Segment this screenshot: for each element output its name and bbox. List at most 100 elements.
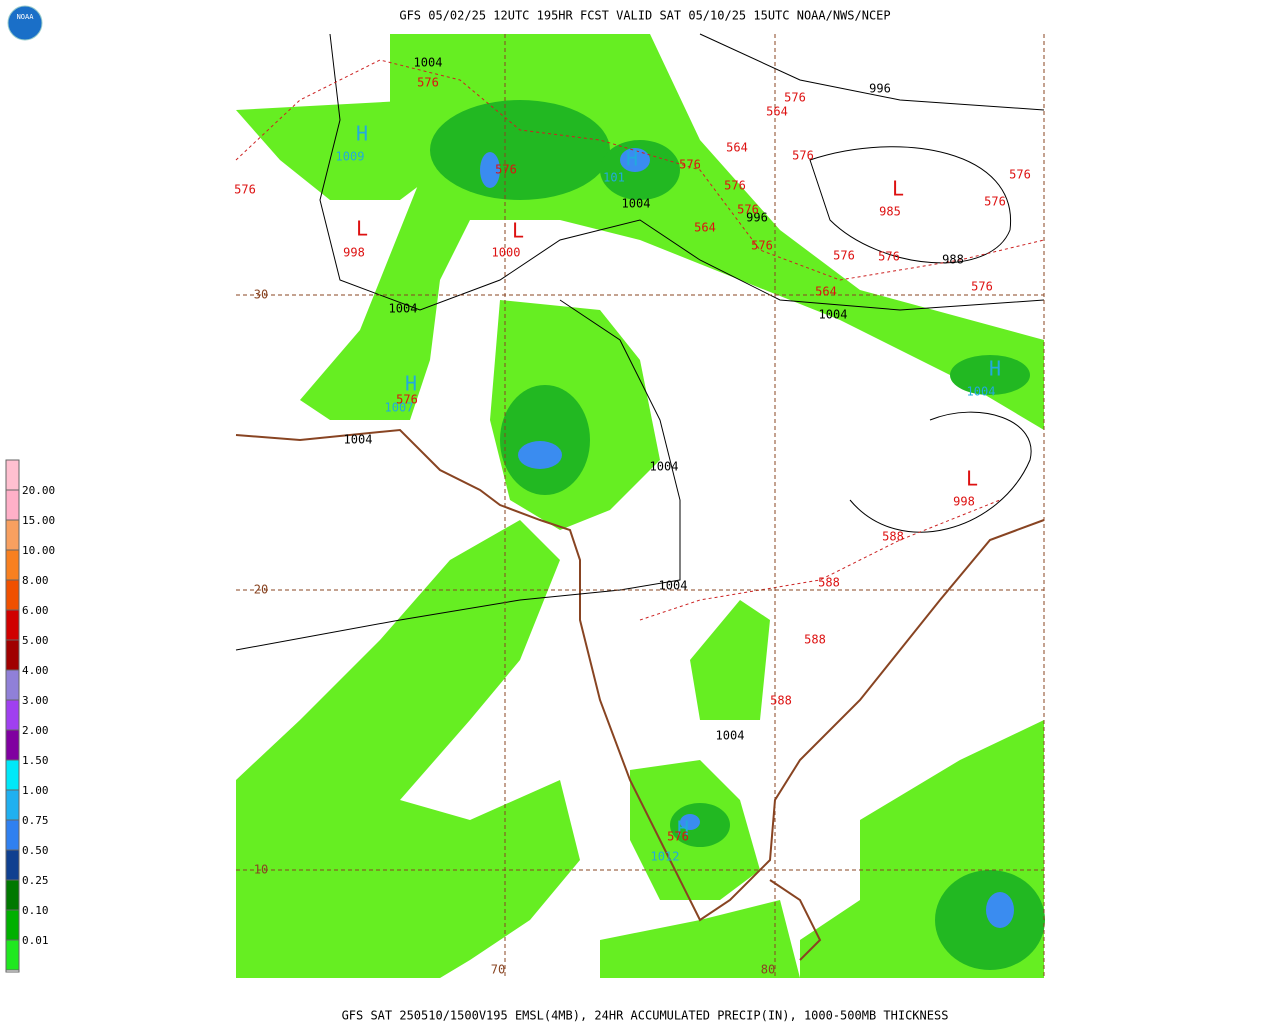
graticule [236, 34, 1045, 978]
isobar-label: 996 [746, 211, 768, 225]
precip-area [236, 520, 580, 978]
precip-area [518, 441, 562, 469]
legend-swatch [5, 939, 20, 971]
precip-area [670, 803, 730, 847]
legend-label: 0.25 [22, 874, 49, 887]
legend-label: 8.00 [22, 574, 49, 587]
thickness-label: 576 [667, 830, 689, 844]
isobar [699, 33, 1045, 111]
isobar-label: 1004 [650, 460, 679, 474]
pressure-symbol: L [966, 467, 978, 491]
thickness-label: 576 [417, 76, 439, 90]
precip-area [430, 100, 610, 200]
legend-label: 0.50 [22, 844, 49, 857]
thickness-label: 564 [815, 285, 837, 299]
pressure-symbol: L [892, 177, 904, 201]
pressure-value: 1000 [492, 246, 521, 260]
thickness-label: 576 [984, 195, 1006, 209]
precip-area [236, 100, 440, 200]
pressure-value: 1004 [967, 385, 996, 399]
thickness-label: 576 [396, 393, 418, 407]
pressure-value: 998 [953, 495, 975, 509]
precip-area [620, 148, 650, 172]
thickness-label: 576 [495, 163, 517, 177]
pressure-symbol: L [356, 217, 368, 241]
thickness-label: 588 [770, 694, 792, 708]
lat-label: 10 [254, 863, 268, 877]
legend-label: 0.01 [22, 934, 49, 947]
legend-label: 15.00 [22, 514, 55, 527]
legend-swatch [5, 819, 20, 851]
pressure-value: 1009 [336, 150, 365, 164]
thickness-label: 576 [751, 239, 773, 253]
legend-swatch [5, 759, 20, 791]
title: GFS 05/02/25 12UTC 195HR FCST VALID SAT … [399, 9, 890, 23]
isobar-label: 1004 [414, 56, 443, 70]
pressure-symbol: H [356, 122, 368, 146]
pressure-value: 985 [879, 205, 901, 219]
thickness-label: 588 [818, 576, 840, 590]
thickness-label: 576 [784, 91, 806, 105]
thickness-label: 576 [971, 280, 993, 294]
legend-swatch [5, 609, 20, 641]
thickness-label: 576 [792, 149, 814, 163]
isobars [235, 33, 1045, 651]
isobar-label: 996 [869, 82, 891, 96]
thickness-label: 576 [737, 203, 759, 217]
lon-label: 80 [761, 963, 775, 977]
legend-label: 1.50 [22, 754, 49, 767]
legend-label: 3.00 [22, 694, 49, 707]
legend-label: 0.75 [22, 814, 49, 827]
isobar-label: 1004 [819, 308, 848, 322]
legend-swatch [5, 579, 20, 611]
thickness-label: 588 [804, 633, 826, 647]
precip-heavy [480, 148, 1014, 928]
legend-label: 10.00 [22, 544, 55, 557]
logo-text: NOAA [17, 13, 35, 21]
legend-swatch [5, 669, 20, 701]
isobar-label: 1004 [622, 197, 651, 211]
legend-swatch [5, 459, 20, 491]
pressure-value: 1012 [651, 850, 680, 864]
thickness-label: 564 [694, 221, 716, 235]
legend-swatch [5, 729, 20, 761]
footer: GFS SAT 250510/1500V195 EMSL(4MB), 24HR … [342, 1009, 949, 1023]
legend-label: 5.00 [22, 634, 49, 647]
legend-swatch [5, 519, 20, 551]
precip-area [600, 900, 800, 978]
pressure-symbol: H [989, 357, 1001, 381]
legend-swatch [5, 909, 20, 941]
lat-label: 30 [254, 288, 268, 302]
legend: 20.00 15.00 10.00 8.00 6.00 5.00 4.00 3.00 2.00 1… [5, 459, 55, 973]
thickness-label: 576 [724, 179, 746, 193]
legend-swatch [5, 789, 20, 821]
thickness-label: 576 [1009, 168, 1031, 182]
isobar [235, 299, 681, 651]
legend-swatch [5, 699, 20, 731]
lon-label: 70 [491, 963, 505, 977]
legend-label: 20.00 [22, 484, 55, 497]
thickness [235, 59, 1045, 621]
coast-path [769, 879, 822, 961]
lat-label: 20 [254, 583, 268, 597]
pressure-symbol: H [677, 817, 689, 841]
legend-swatch [5, 879, 20, 911]
legend-swatch [5, 849, 20, 881]
legend-label: 2.00 [22, 724, 49, 737]
pressure-symbol: H [626, 147, 638, 171]
pressure-value: 1007 [385, 401, 414, 415]
thickness-label: 576 [234, 183, 256, 197]
thickness-label: 588 [882, 530, 904, 544]
thickness-label: 576 [878, 250, 900, 264]
isobar-label: 1004 [344, 433, 373, 447]
thickness-label: 576 [833, 249, 855, 263]
coastline [235, 428, 1045, 961]
precip-area [986, 892, 1014, 928]
thickness-line [639, 499, 1001, 621]
legend-swatch [5, 549, 20, 581]
precip-area [950, 355, 1030, 395]
legend-label: 0.10 [22, 904, 49, 917]
logo [7, 5, 43, 41]
isobar-label: 988 [942, 253, 964, 267]
pressure-value: 998 [343, 246, 365, 260]
